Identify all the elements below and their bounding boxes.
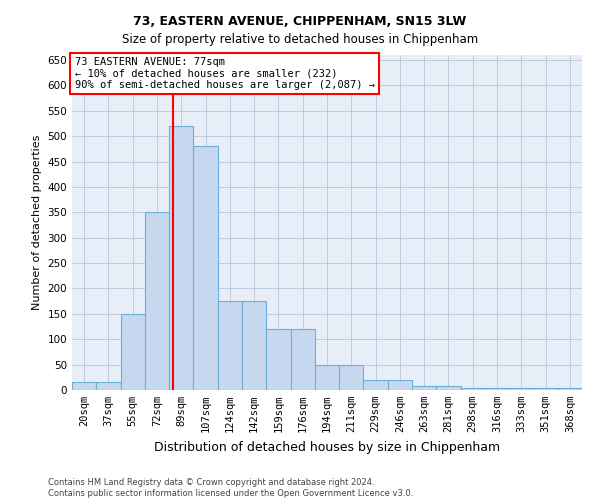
Bar bbox=[436, 386, 461, 390]
Bar bbox=[121, 314, 145, 390]
Bar bbox=[290, 329, 315, 390]
Bar bbox=[412, 386, 436, 390]
Bar bbox=[145, 212, 169, 390]
Bar bbox=[242, 301, 266, 390]
Bar bbox=[169, 126, 193, 390]
Bar bbox=[72, 382, 96, 390]
Text: Size of property relative to detached houses in Chippenham: Size of property relative to detached ho… bbox=[122, 32, 478, 46]
Bar bbox=[461, 388, 485, 390]
Bar bbox=[315, 364, 339, 390]
X-axis label: Distribution of detached houses by size in Chippenham: Distribution of detached houses by size … bbox=[154, 440, 500, 454]
Text: 73, EASTERN AVENUE, CHIPPENHAM, SN15 3LW: 73, EASTERN AVENUE, CHIPPENHAM, SN15 3LW bbox=[133, 15, 467, 28]
Text: Contains HM Land Registry data © Crown copyright and database right 2024.
Contai: Contains HM Land Registry data © Crown c… bbox=[48, 478, 413, 498]
Bar bbox=[558, 388, 582, 390]
Y-axis label: Number of detached properties: Number of detached properties bbox=[32, 135, 42, 310]
Bar bbox=[266, 329, 290, 390]
Bar bbox=[364, 380, 388, 390]
Text: 73 EASTERN AVENUE: 77sqm
← 10% of detached houses are smaller (232)
90% of semi-: 73 EASTERN AVENUE: 77sqm ← 10% of detach… bbox=[74, 56, 374, 90]
Bar bbox=[339, 364, 364, 390]
Bar bbox=[485, 388, 509, 390]
Bar bbox=[509, 388, 533, 390]
Bar bbox=[96, 382, 121, 390]
Bar bbox=[388, 380, 412, 390]
Bar bbox=[193, 146, 218, 390]
Bar bbox=[533, 388, 558, 390]
Bar bbox=[218, 301, 242, 390]
